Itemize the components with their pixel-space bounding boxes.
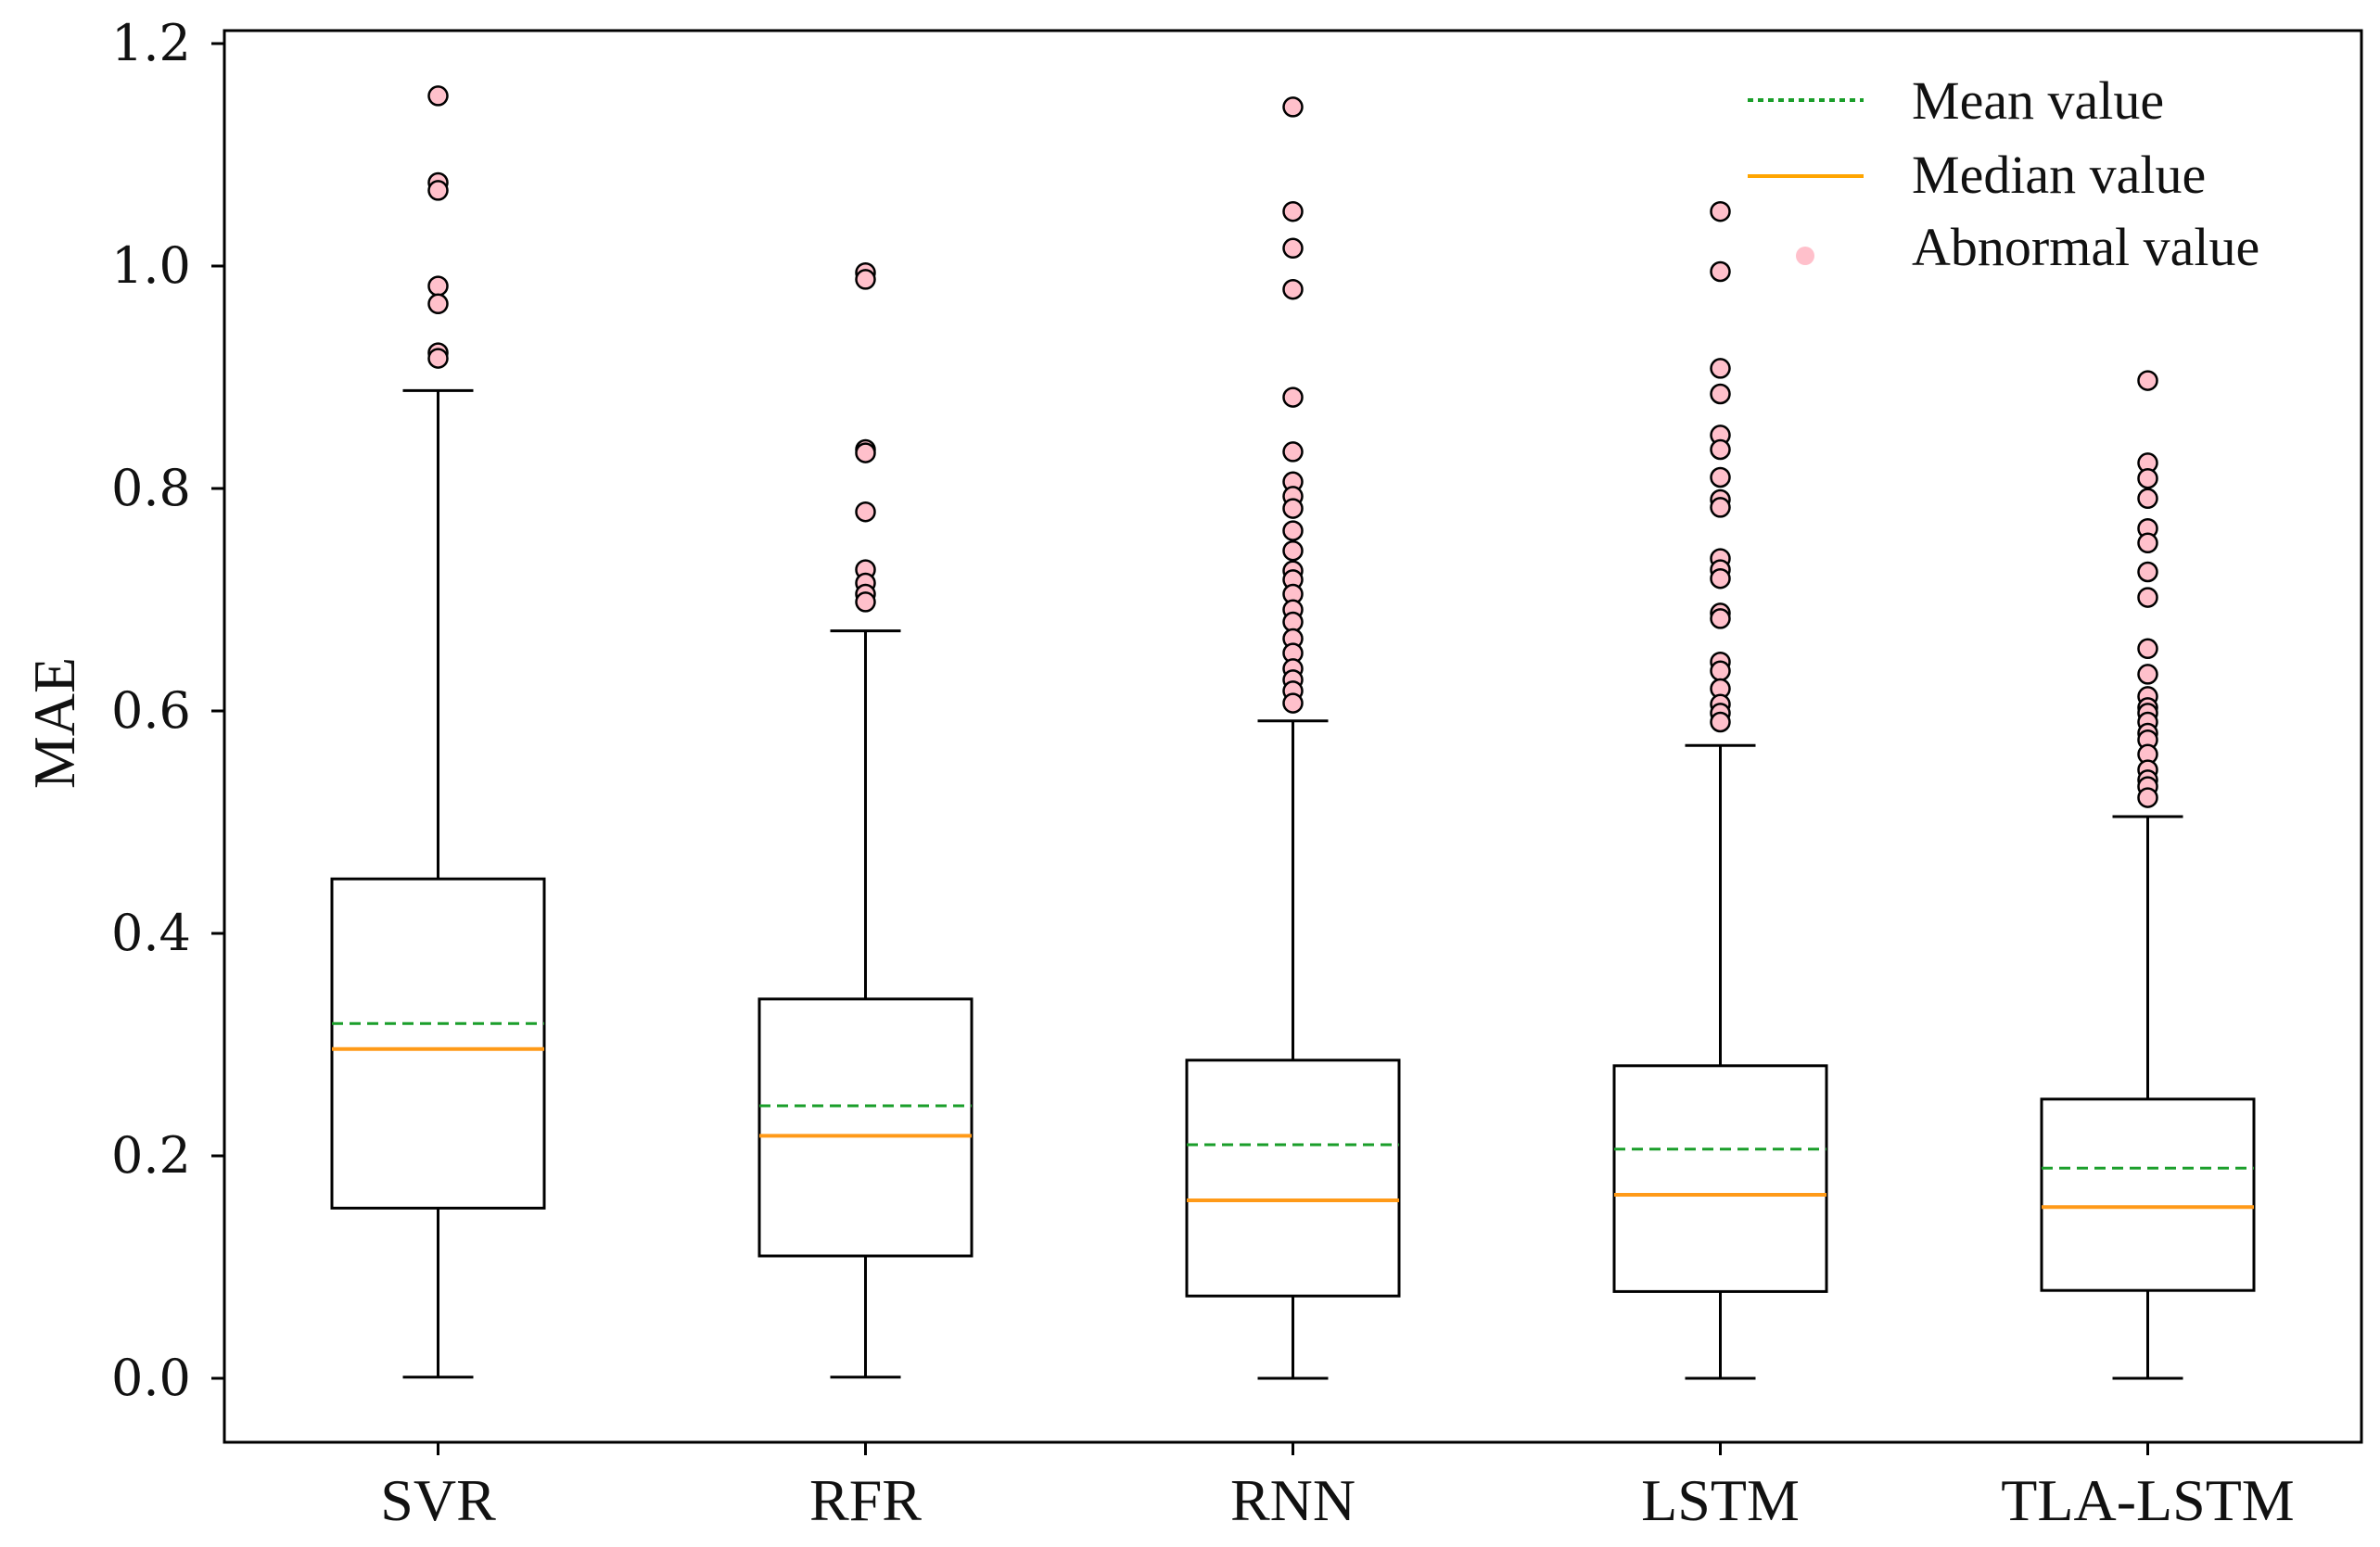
legend-outlier-swatch [1796,247,1814,265]
y-axis: 0.0 0.2 0.4 0.6 0.8 1.0 1.2 [111,14,224,1407]
y-tick-label: 0.6 [111,681,191,740]
outlier-point [1282,237,1304,260]
box-svr [330,85,546,1379]
x-tick-label: RFR [809,1467,922,1533]
outlier-point [2137,467,2158,489]
outlier-point [1710,608,1731,629]
outlier-point [1710,383,1731,405]
iqr-box [757,997,974,1258]
x-tick-label: TLA-LSTM [2001,1467,2294,1533]
outlier-point [427,293,449,315]
outlier-point [1710,660,1731,682]
x-tick-label: RNN [1230,1467,1355,1533]
y-tick-label: 0.4 [111,904,191,962]
outlier-point [1282,200,1304,222]
x-tick-label: SVR [380,1467,496,1533]
y-axis-title: MAE [21,657,87,789]
outlier-point [855,501,876,523]
iqr-box [330,877,546,1210]
outlier-point [1710,358,1731,379]
outlier-point [1710,200,1731,222]
y-tick-label: 0.2 [111,1126,191,1185]
y-tick-label: 0.0 [111,1349,191,1407]
outlier-point [2137,532,2158,554]
iqr-box [2040,1097,2256,1292]
outlier-point [855,269,876,290]
box-lstm [1612,200,1828,1380]
x-tick-label: LSTM [1641,1467,1800,1533]
outlier-point [1282,278,1304,300]
outlier-point [1710,497,1731,518]
outlier-point [2137,787,2158,808]
iqr-box [1612,1064,1828,1293]
outlier-point [1710,567,1731,590]
y-tick-label: 1.2 [111,14,191,72]
outlier-point [1282,539,1304,562]
outlier-point [2137,638,2158,660]
y-tick-label: 0.8 [111,459,191,517]
legend: Mean value Median value Abnormal value [1748,70,2259,277]
outlier-point [2137,587,2158,608]
y-tick-label: 1.0 [111,236,191,295]
outlier-point [1282,692,1304,714]
legend-median-label: Median value [1912,145,2206,205]
outlier-point [1282,96,1304,118]
box-tla-lstm [2040,370,2256,1380]
outlier-point [1282,387,1304,408]
iqr-box [1185,1059,1401,1298]
outlier-point [1282,441,1304,463]
box-rfr [757,261,974,1379]
outlier-point [427,180,449,201]
outlier-point [2137,370,2158,391]
outlier-point [855,442,876,463]
outlier-point [2137,561,2158,583]
outlier-point [1282,520,1304,541]
outlier-point [1710,438,1731,461]
legend-outlier-label: Abnormal value [1912,217,2259,277]
outlier-point [2137,664,2158,685]
outlier-point [427,85,449,107]
outlier-point [427,275,449,297]
outlier-point [1282,498,1304,519]
x-axis: SVR RFR RNN LSTM TLA-LSTM [380,1442,2295,1533]
outlier-point [1710,711,1731,733]
box-rnn [1185,96,1401,1380]
outlier-point [1710,260,1731,283]
outlier-point [1710,466,1731,488]
box-series [330,85,2256,1380]
outlier-point [855,591,876,613]
legend-mean-label: Mean value [1912,70,2164,131]
outlier-point [427,348,449,369]
outlier-point [2137,488,2158,510]
